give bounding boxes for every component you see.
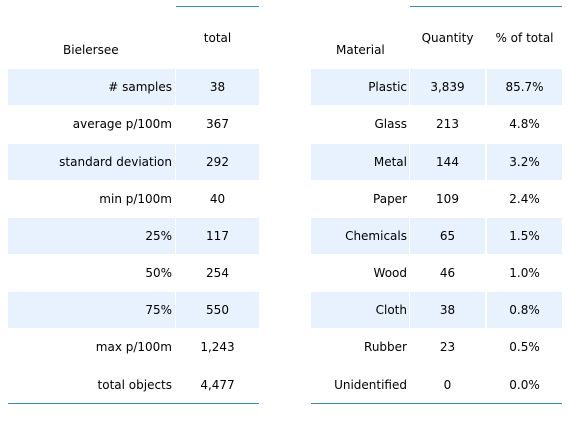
material-top-rule — [410, 6, 562, 7]
material-percent: 1.0% — [509, 266, 540, 280]
table-row: Wood 46 1.0% — [311, 255, 562, 292]
material-name: Chemicals — [311, 218, 409, 254]
table-row: Glass 213 4.8% — [311, 106, 562, 143]
row-value: 117 — [176, 218, 259, 254]
table-row: Chemicals 65 1.5% — [311, 218, 562, 255]
row-value: 38 — [176, 69, 259, 105]
table-row: standard deviation 292 — [8, 144, 259, 181]
row-value: 367 — [206, 117, 229, 131]
material-quantity: 0 — [443, 378, 452, 392]
material-name: Paper — [373, 192, 407, 206]
material-percent: 2.4% — [509, 192, 540, 206]
material-quantity: 65 — [410, 218, 485, 254]
table-row: Metal 144 3.2% — [311, 144, 562, 181]
row-label: 50% — [145, 266, 172, 280]
material-percent: 4.8% — [509, 117, 540, 131]
row-label: max p/100m — [95, 340, 172, 354]
row-label: # samples — [8, 69, 175, 105]
material-percent: 3.2% — [487, 144, 562, 180]
material-percent: 85.7% — [487, 69, 562, 105]
material-quantity: 46 — [439, 266, 456, 280]
row-label: average p/100m — [72, 117, 172, 131]
summary-column-header: total — [203, 31, 232, 45]
material-name: Cloth — [311, 292, 409, 328]
material-percent: 1.5% — [487, 218, 562, 254]
material-percent: 0.8% — [487, 292, 562, 328]
material-bottom-rule — [311, 403, 562, 404]
material-percent: 0.5% — [509, 340, 540, 354]
summary-bottom-rule — [8, 403, 259, 404]
table-row: total objects 4,477 — [8, 367, 259, 404]
table-row: average p/100m 367 — [8, 106, 259, 143]
table-row: max p/100m 1,243 — [8, 329, 259, 366]
table-row: Plastic 3,839 85.7% — [311, 69, 562, 106]
table-row: Rubber 23 0.5% — [311, 329, 562, 366]
row-value: 254 — [206, 266, 229, 280]
material-quantity: 3,839 — [410, 69, 485, 105]
row-value: 550 — [176, 292, 259, 328]
row-value: 292 — [176, 144, 259, 180]
material-name: Wood — [373, 266, 407, 280]
summary-top-rule — [176, 6, 259, 7]
material-name: Glass — [374, 117, 408, 131]
summary-title: Bielersee — [63, 43, 119, 57]
row-label: min p/100m — [99, 192, 172, 206]
row-value: 1,243 — [200, 340, 235, 354]
material-quantity: 109 — [436, 192, 459, 206]
summary-header: Bielersee total — [8, 6, 259, 69]
material-header: Material Quantity % of total — [311, 6, 562, 69]
table-row: 75% 550 — [8, 292, 259, 329]
row-value: 40 — [209, 192, 226, 206]
table-row: 25% 117 — [8, 218, 259, 255]
table-row: min p/100m 40 — [8, 181, 259, 218]
material-name: Plastic — [311, 69, 409, 105]
table-row: 50% 254 — [8, 255, 259, 292]
material-name: Rubber — [364, 340, 407, 354]
row-label: standard deviation — [8, 144, 175, 180]
material-name: Metal — [311, 144, 409, 180]
table-row: Unidentified 0 0.0% — [311, 367, 562, 404]
material-percent: 0.0% — [509, 378, 540, 392]
material-quantity: 144 — [410, 144, 485, 180]
table-row: Paper 109 2.4% — [311, 181, 562, 218]
material-name: Unidentified — [334, 378, 407, 392]
material-quantity: 213 — [436, 117, 459, 131]
material-quantity: 38 — [410, 292, 485, 328]
row-label: 75% — [8, 292, 175, 328]
row-label: 25% — [8, 218, 175, 254]
row-value: 4,477 — [200, 378, 235, 392]
table-row: # samples 38 — [8, 69, 259, 106]
material-quantity: 23 — [439, 340, 456, 354]
table-row: Cloth 38 0.8% — [311, 292, 562, 329]
percent-header: % of total — [495, 31, 554, 45]
row-label: total objects — [97, 378, 172, 392]
quantity-header: Quantity — [421, 31, 474, 45]
material-title: Material — [336, 43, 385, 57]
